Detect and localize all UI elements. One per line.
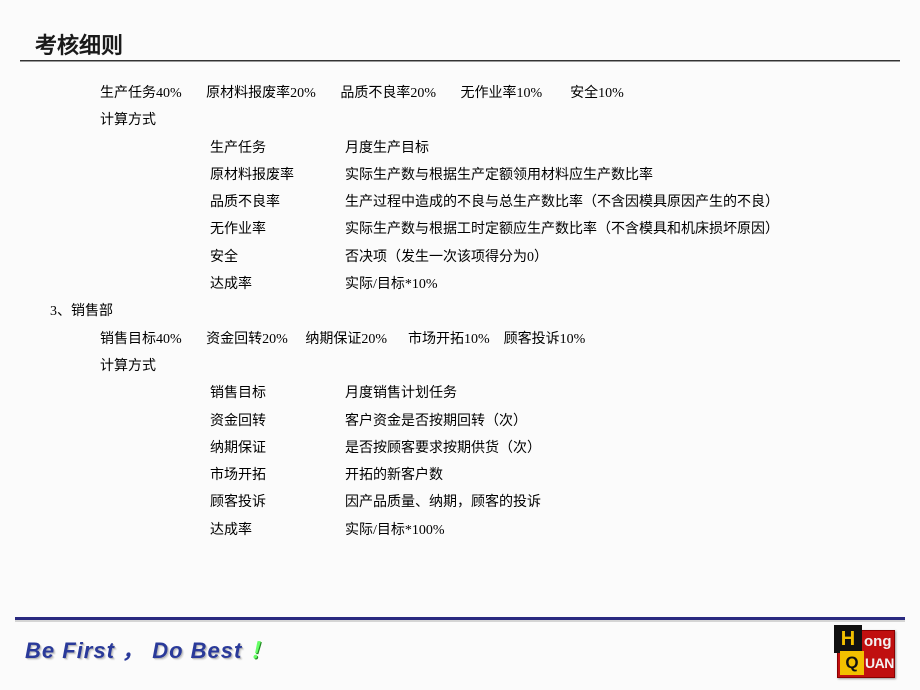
logo-h: H (834, 625, 862, 653)
table-row: 无作业率实际生产数与根据工时定额应生产数比率（不含模具和机床损坏原因） (210, 216, 880, 243)
slogan: Be First ， Do Best ！ (25, 633, 272, 665)
logo-ong: ong (864, 633, 892, 650)
row-key: 安全 (210, 244, 345, 271)
table-row: 资金回转客户资金是否按期回转（次） (210, 408, 880, 435)
table-row: 品质不良率生产过程中造成的不良与总生产数比率（不含因模具原因产生的不良） (210, 189, 880, 216)
slide: 考核细则 生产任务40% 原材料报废率20% 品质不良率20% 无作业率10% … (0, 0, 920, 690)
row-key: 顾客投诉 (210, 489, 345, 516)
row-val: 是否按顾客要求按期供货（次） (345, 435, 880, 462)
table-row: 生产任务月度生产目标 (210, 135, 880, 162)
slogan-excl: ！ (249, 638, 272, 663)
section2-head: 3、销售部 (50, 298, 880, 325)
table-row: 达成率实际/目标*10% (210, 271, 880, 298)
row-val: 月度生产目标 (345, 135, 880, 162)
row-val: 实际/目标*10% (345, 271, 880, 298)
section2-weights: 销售目标40% 资金回转20% 纳期保证20% 市场开拓10% 顾客投诉10% (100, 326, 880, 353)
row-key: 销售目标 (210, 380, 345, 407)
row-val: 开拓的新客户数 (345, 462, 880, 489)
section1-table: 生产任务月度生产目标 原材料报废率实际生产数与根据生产定额领用材料应生产数比率 … (100, 135, 880, 299)
row-val: 因产品质量、纳期，顾客的投诉 (345, 489, 880, 516)
row-val: 客户资金是否按期回转（次） (345, 408, 880, 435)
row-val: 否决项（发生一次该项得分为0） (345, 244, 880, 271)
logo-uan: UAN (865, 655, 894, 671)
row-val: 实际生产数与根据生产定额领用材料应生产数比率 (345, 162, 880, 189)
footer-divider (15, 617, 905, 620)
slogan-word: Be (25, 638, 55, 663)
table-row: 安全否决项（发生一次该项得分为0） (210, 244, 880, 271)
logo-q: Q (840, 651, 864, 675)
row-val: 生产过程中造成的不良与总生产数比率（不含因模具原因产生的不良） (345, 189, 880, 216)
row-key: 达成率 (210, 517, 345, 544)
company-logo-icon: H ong Q UAN (837, 630, 895, 678)
title-divider (20, 60, 900, 62)
slogan-word: Best (191, 638, 243, 663)
section2-calc-label: 计算方式 (100, 353, 880, 380)
table-row: 顾客投诉因产品质量、纳期，顾客的投诉 (210, 489, 880, 516)
row-val: 实际生产数与根据工时定额应生产数比率（不含模具和机床损坏原因） (345, 216, 880, 243)
table-row: 纳期保证是否按顾客要求按期供货（次） (210, 435, 880, 462)
section2-table: 销售目标月度销售计划任务 资金回转客户资金是否按期回转（次） 纳期保证是否按顾客… (100, 380, 880, 544)
row-key: 纳期保证 (210, 435, 345, 462)
table-row: 原材料报废率实际生产数与根据生产定额领用材料应生产数比率 (210, 162, 880, 189)
slogan-word: Do (152, 638, 183, 663)
table-row: 销售目标月度销售计划任务 (210, 380, 880, 407)
slogan-word: First (62, 638, 115, 663)
row-key: 生产任务 (210, 135, 345, 162)
row-val: 月度销售计划任务 (345, 380, 880, 407)
row-val: 实际/目标*100% (345, 517, 880, 544)
table-row: 达成率实际/目标*100% (210, 517, 880, 544)
row-key: 无作业率 (210, 216, 345, 243)
section1-weights: 生产任务40% 原材料报废率20% 品质不良率20% 无作业率10% 安全10% (100, 80, 880, 107)
slogan-comma: ， (122, 638, 145, 663)
row-key: 市场开拓 (210, 462, 345, 489)
page-title: 考核细则 (35, 28, 123, 60)
row-key: 达成率 (210, 271, 345, 298)
row-key: 品质不良率 (210, 189, 345, 216)
row-key: 资金回转 (210, 408, 345, 435)
content-body: 生产任务40% 原材料报废率20% 品质不良率20% 无作业率10% 安全10%… (100, 80, 880, 544)
row-key: 原材料报废率 (210, 162, 345, 189)
table-row: 市场开拓开拓的新客户数 (210, 462, 880, 489)
section1-calc-label: 计算方式 (100, 107, 880, 134)
